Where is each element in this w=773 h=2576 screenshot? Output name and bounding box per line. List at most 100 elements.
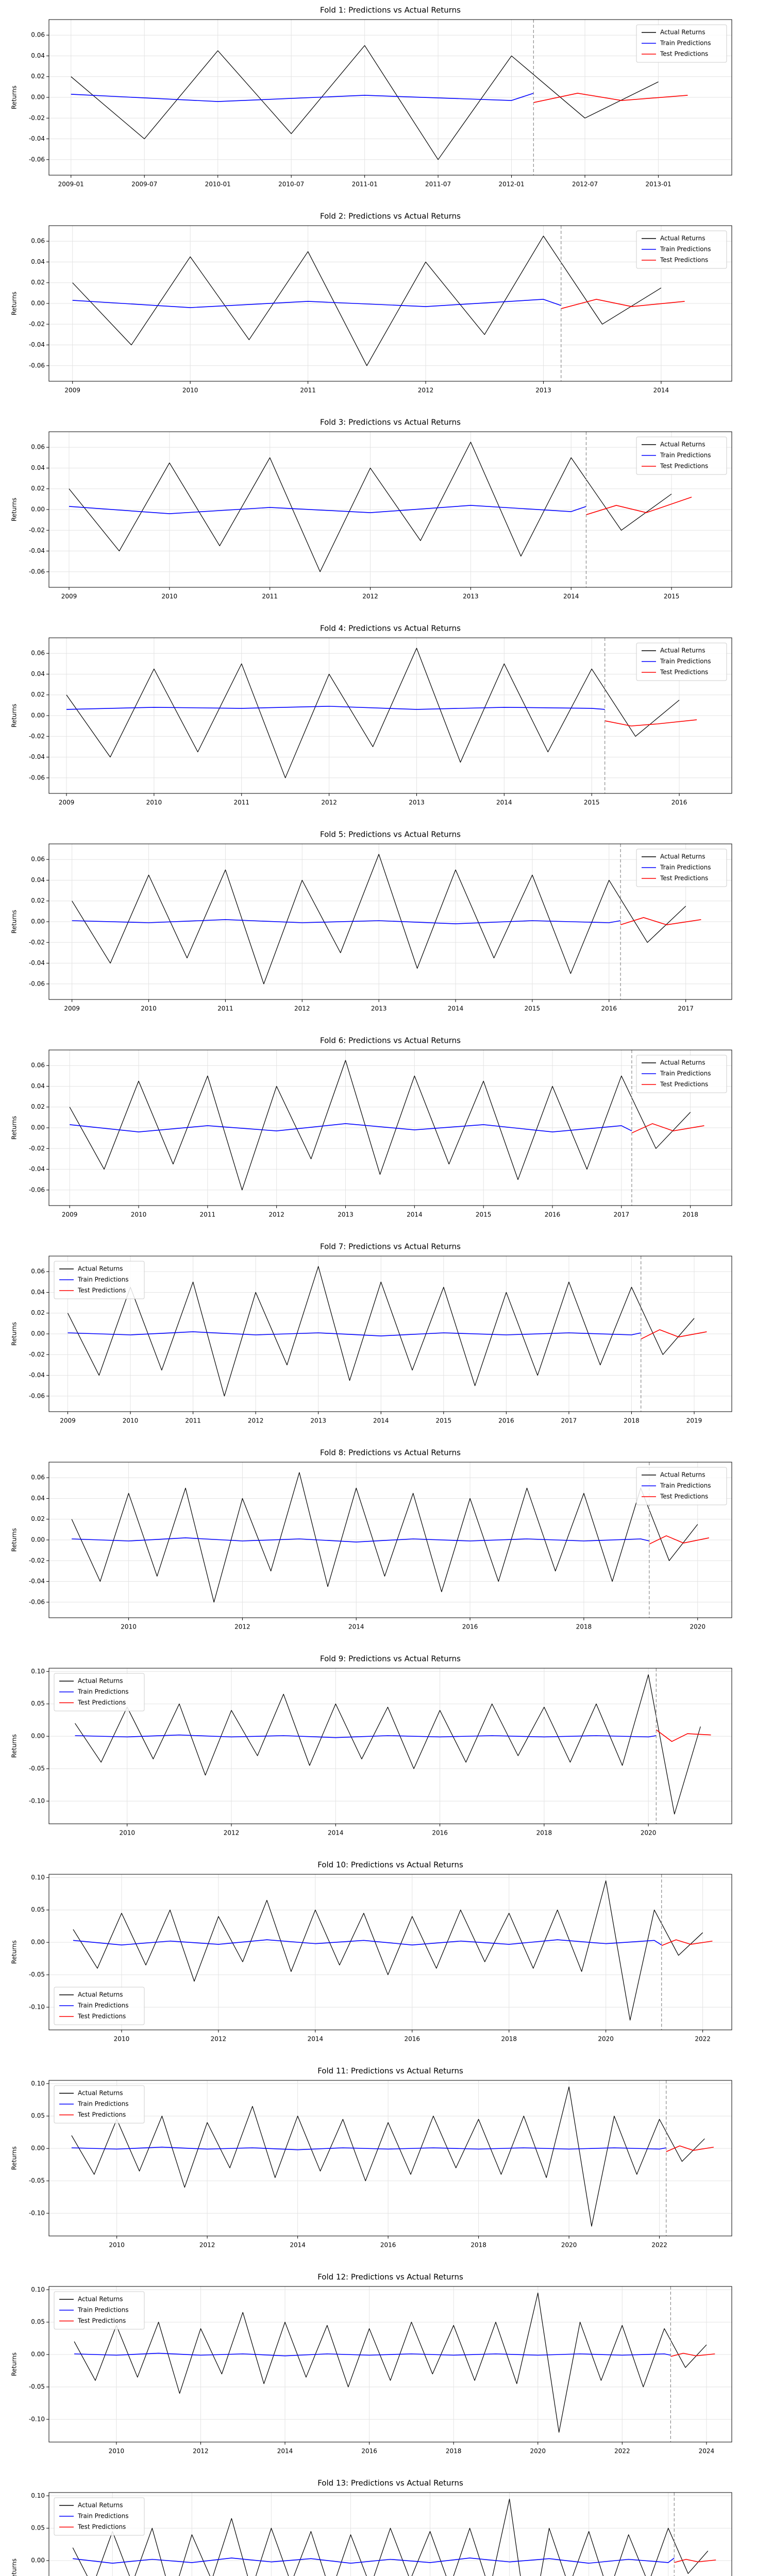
y-tick-label: 0.04 xyxy=(31,464,45,471)
legend-label: Train Predictions xyxy=(77,2513,128,2520)
x-tick-label: 2009 xyxy=(60,1417,76,1425)
series-line xyxy=(620,917,701,925)
series-line xyxy=(72,1537,650,1543)
legend-label: Actual Returns xyxy=(78,2296,123,2303)
legend-label: Test Predictions xyxy=(77,2111,126,2119)
y-tick-label: -0.10 xyxy=(29,2415,45,2422)
y-tick-label: 0.04 xyxy=(31,1082,45,1090)
x-tick-label: 2014 xyxy=(328,1829,344,1837)
series-line xyxy=(71,93,534,102)
chart-title: Fold 10: Predictions vs Actual Returns xyxy=(317,1860,463,1870)
x-tick-label: 2020 xyxy=(641,1829,657,1837)
legend-label: Actual Returns xyxy=(78,1991,123,1998)
y-tick-label: -0.06 xyxy=(29,1598,45,1605)
plot-frame xyxy=(48,1256,732,1412)
legend-box xyxy=(636,1055,727,1093)
x-tick-label: 2012 xyxy=(224,1829,240,1837)
y-tick-label: 0.06 xyxy=(31,1062,45,1069)
y-axis-label: Returns xyxy=(11,498,18,521)
plot-frame xyxy=(48,2080,732,2236)
y-tick-label: 0.00 xyxy=(31,1124,45,1131)
series-line xyxy=(73,1939,662,1945)
legend-box xyxy=(636,436,727,475)
y-axis-label: Returns xyxy=(11,910,18,934)
legend-label: Actual Returns xyxy=(78,1677,123,1685)
y-tick-label: -0.06 xyxy=(29,980,45,987)
series-line xyxy=(74,2352,671,2357)
legend-label: Actual Returns xyxy=(78,1265,123,1273)
chart-title: Fold 13: Predictions vs Actual Returns xyxy=(317,2479,463,2488)
x-tick-label: 2011 xyxy=(233,799,249,806)
y-tick-label: -0.02 xyxy=(29,733,45,740)
legend-label: Train Predictions xyxy=(77,2307,128,2314)
series-line xyxy=(656,1729,711,1742)
x-tick-label: 2016 xyxy=(380,2242,396,2249)
y-tick-label: -0.06 xyxy=(29,362,45,369)
x-tick-label: 2012 xyxy=(248,1417,264,1425)
y-tick-label: -0.06 xyxy=(29,568,45,575)
y-tick-label: 0.05 xyxy=(31,2524,45,2532)
chart-title: Fold 9: Predictions vs Actual Returns xyxy=(320,1654,461,1664)
y-tick-label: -0.02 xyxy=(29,320,45,328)
chart-title: Fold 11: Predictions vs Actual Returns xyxy=(317,2066,463,2076)
y-tick-label: -0.04 xyxy=(29,547,45,554)
x-tick-label: 2012 xyxy=(321,799,337,806)
series-line xyxy=(72,919,621,924)
y-tick-label: 0.04 xyxy=(31,1289,45,1296)
y-tick-label: 0.00 xyxy=(31,2351,45,2358)
legend-label: Actual Returns xyxy=(660,647,705,654)
plot-frame xyxy=(48,2286,732,2443)
series-line xyxy=(666,2145,714,2153)
series-line xyxy=(72,854,686,985)
legend-label: Test Predictions xyxy=(77,2523,126,2531)
y-tick-label: 0.00 xyxy=(31,2145,45,2152)
legend-label: Actual Returns xyxy=(660,1059,705,1066)
x-tick-label: 2019 xyxy=(686,1417,702,1425)
x-tick-label: 2017 xyxy=(614,1211,630,1218)
legend-box xyxy=(636,849,727,887)
y-tick-label: 0.00 xyxy=(31,94,45,101)
chart-title: Fold 8: Predictions vs Actual Returns xyxy=(320,1448,461,1458)
y-tick-label: -0.05 xyxy=(29,2383,45,2391)
y-tick-label: -0.04 xyxy=(29,341,45,348)
x-tick-label: 2012 xyxy=(199,2242,215,2249)
y-tick-label: 0.05 xyxy=(31,2112,45,2120)
x-tick-label: 2016 xyxy=(462,1623,478,1631)
series-line xyxy=(661,1939,713,1946)
x-tick-label: 2016 xyxy=(498,1417,514,1425)
chart-title: Fold 4: Predictions vs Actual Returns xyxy=(320,624,461,633)
series-line xyxy=(75,1674,701,1815)
plot-frame xyxy=(48,1874,732,2030)
legend-label: Train Predictions xyxy=(77,1688,128,1696)
x-tick-label: 2010 xyxy=(182,387,198,394)
plot-frame xyxy=(48,2492,732,2576)
y-axis-label: Returns xyxy=(11,1528,18,1552)
x-tick-label: 2012-07 xyxy=(572,181,598,188)
chart-title: Fold 1: Predictions vs Actual Returns xyxy=(320,6,461,15)
x-tick-label: 2012 xyxy=(268,1211,284,1218)
legend-label: Train Predictions xyxy=(77,1276,128,1283)
x-tick-label: 2022 xyxy=(651,2242,667,2249)
x-tick-label: 2015 xyxy=(584,799,600,806)
x-tick-label: 2014 xyxy=(373,1417,389,1425)
legend-label: Train Predictions xyxy=(660,1482,711,1489)
y-tick-label: 0.02 xyxy=(31,1515,45,1522)
y-tick-label: 0.06 xyxy=(31,238,45,245)
y-tick-label: 0.10 xyxy=(31,1874,45,1881)
x-tick-label: 2018 xyxy=(624,1417,640,1425)
y-tick-label: 0.05 xyxy=(31,1906,45,1913)
y-tick-label: 0.02 xyxy=(31,1103,45,1110)
x-tick-label: 2017 xyxy=(561,1417,577,1425)
legend-label: Test Predictions xyxy=(660,875,708,882)
y-tick-label: -0.10 xyxy=(29,1797,45,1804)
y-tick-label: -0.02 xyxy=(29,1351,45,1358)
x-tick-label: 2018 xyxy=(470,2242,486,2249)
y-tick-label: 0.02 xyxy=(31,485,45,492)
legend-label: Test Predictions xyxy=(77,2013,126,2020)
x-tick-label: 2014 xyxy=(277,2448,293,2455)
x-tick-label: 2020 xyxy=(598,2036,614,2043)
x-tick-label: 2014 xyxy=(407,1211,423,1218)
y-axis-label: Returns xyxy=(11,1940,18,1964)
x-tick-label: 2009-01 xyxy=(58,181,84,188)
x-tick-label: 2010 xyxy=(114,2036,130,2043)
